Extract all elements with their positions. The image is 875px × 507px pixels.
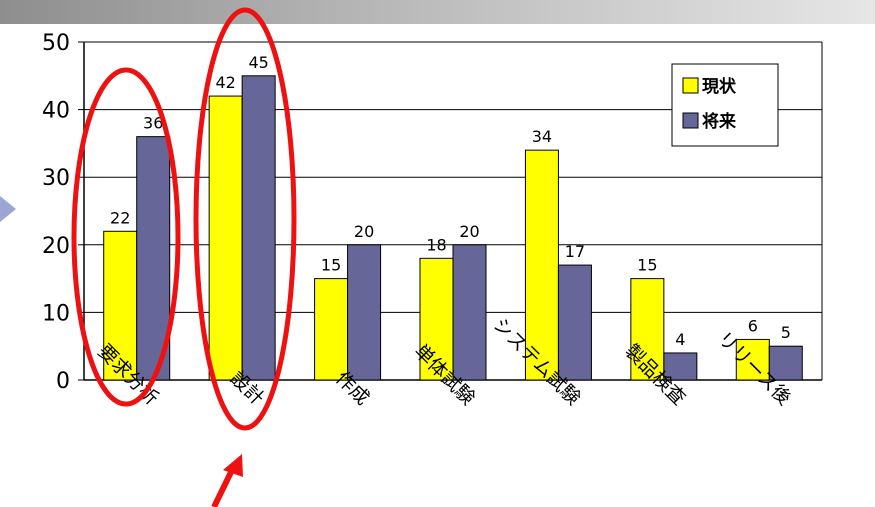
annotation-arrow-shaft — [211, 468, 235, 507]
legend-swatch — [682, 77, 699, 94]
bar — [452, 244, 487, 381]
slide-header-band — [0, 0, 875, 24]
slide-pointer-arrow — [0, 196, 16, 222]
bar — [241, 75, 276, 381]
data-label: 15 — [637, 256, 657, 275]
data-label: 42 — [215, 73, 235, 92]
y-tick-label: 0 — [56, 369, 70, 394]
data-label: 34 — [532, 127, 552, 146]
data-label: 45 — [248, 53, 268, 72]
bar — [524, 149, 559, 381]
bar — [630, 278, 665, 381]
data-label: 5 — [781, 323, 791, 342]
data-label: 20 — [354, 222, 374, 241]
bar — [347, 244, 382, 381]
data-label: 36 — [143, 114, 163, 133]
data-label: 18 — [426, 235, 446, 254]
bar — [136, 136, 171, 381]
highlight-ellipse-requirements — [71, 67, 181, 407]
highlight-ellipse-design — [193, 7, 297, 431]
data-label: 17 — [565, 242, 585, 261]
data-label: 15 — [321, 256, 341, 275]
data-label: 6 — [748, 316, 758, 335]
bars — [103, 75, 803, 381]
bar — [663, 352, 698, 381]
bar — [735, 338, 770, 381]
y-tick-label: 30 — [42, 166, 70, 191]
bar — [314, 278, 349, 381]
data-label: 20 — [459, 222, 479, 241]
y-tick-label: 10 — [42, 301, 70, 326]
y-tick-label: 50 — [42, 31, 70, 56]
bar — [208, 95, 243, 381]
y-tick-label: 40 — [42, 99, 70, 124]
legend-label: 現状 — [702, 76, 737, 97]
bar — [768, 345, 803, 381]
data-label: 22 — [110, 208, 130, 227]
legend-swatch — [682, 112, 699, 129]
data-label: 4 — [675, 330, 685, 349]
y-tick-label: 20 — [42, 234, 70, 259]
data-labels: 22 36 42 45 15 20 18 20 34 17 15 4 6 5 — [110, 53, 791, 349]
bar — [557, 264, 592, 381]
annotation-arrow-head — [223, 454, 243, 477]
annotations — [71, 7, 297, 507]
legend-label: 将来 — [702, 111, 737, 132]
